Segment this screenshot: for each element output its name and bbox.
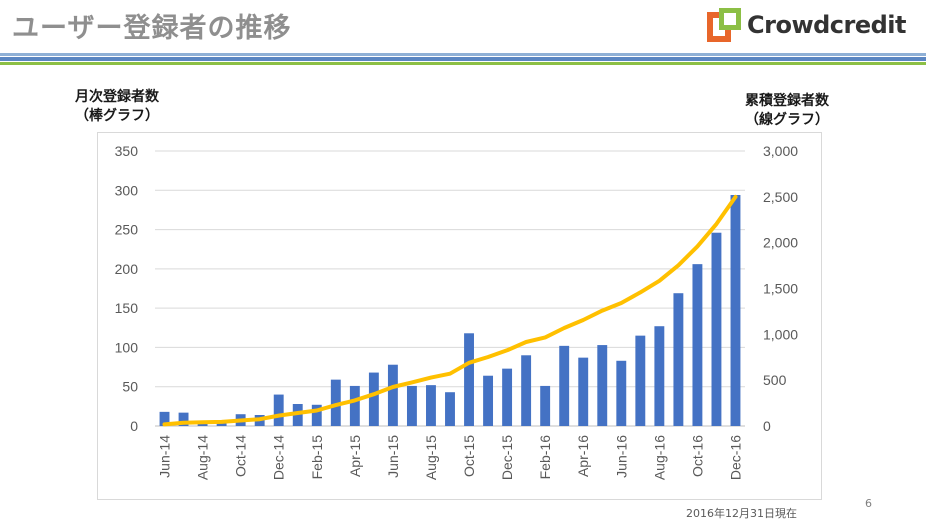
bar bbox=[616, 360, 627, 426]
x-axis-tick-label: Feb-15 bbox=[309, 435, 325, 480]
x-axis-tick-label: Dec-16 bbox=[727, 435, 743, 480]
bar bbox=[387, 364, 398, 426]
header-band-top bbox=[0, 53, 926, 56]
bar bbox=[521, 355, 532, 426]
x-axis-tick-label: Dec-15 bbox=[499, 435, 515, 480]
x-axis-tick-label: Apr-15 bbox=[347, 435, 363, 477]
page-number: 6 bbox=[865, 497, 872, 510]
x-axis-tick-label: Apr-16 bbox=[575, 435, 591, 477]
x-axis-tick-label: Oct-14 bbox=[233, 435, 249, 477]
bar bbox=[159, 411, 170, 426]
bar bbox=[692, 264, 703, 426]
bar bbox=[349, 385, 360, 426]
x-axis-tick-label: Oct-16 bbox=[689, 435, 705, 477]
bar bbox=[673, 293, 684, 426]
right-axis-tick-label: 0 bbox=[763, 418, 771, 434]
right-axis-tick-label: 2,500 bbox=[763, 189, 798, 205]
x-axis-tick-label: Jun-15 bbox=[385, 435, 401, 478]
bar bbox=[216, 422, 227, 426]
bar bbox=[502, 368, 513, 426]
left-axis-tick-label: 150 bbox=[115, 300, 139, 316]
x-axis-tick-label: Jun-14 bbox=[157, 435, 173, 478]
bar bbox=[578, 357, 589, 426]
right-axis-title-line2: （線グラフ） bbox=[745, 112, 829, 128]
header-band-middle bbox=[0, 57, 926, 61]
left-axis-tick-label: 0 bbox=[130, 418, 138, 434]
right-axis-title: 累積登録者数 （線グラフ） bbox=[712, 92, 862, 130]
bar-series bbox=[159, 195, 741, 426]
right-axis-tick-label: 2,000 bbox=[763, 235, 798, 251]
bar bbox=[483, 375, 494, 426]
x-axis-tick-label: Aug-14 bbox=[195, 435, 211, 480]
bar bbox=[368, 372, 379, 426]
cumulative-line bbox=[162, 194, 738, 427]
right-axis-title-line1: 累積登録者数 bbox=[745, 93, 829, 109]
crowdcredit-logo: Crowdcredit bbox=[705, 8, 920, 48]
axis-labels: 0 50 100 150 200 250 300 350 0 500 1,000 1,500 2,000… bbox=[115, 143, 799, 480]
line-series bbox=[162, 194, 738, 427]
left-axis-title-line2: （棒グラフ） bbox=[75, 108, 159, 124]
x-axis-tick-label: Feb-16 bbox=[537, 435, 553, 480]
chart-svg: 0 50 100 150 200 250 300 350 0 500 1,000 1,500 2,000… bbox=[115, 143, 799, 480]
bar bbox=[445, 392, 455, 426]
left-axis-tick-label: 300 bbox=[115, 182, 139, 198]
bar bbox=[406, 385, 417, 426]
left-axis-tick-label: 200 bbox=[115, 261, 139, 277]
right-axis-tick-label: 3,000 bbox=[763, 143, 798, 159]
header-band-bottom bbox=[0, 62, 926, 65]
left-axis-tick-label: 350 bbox=[115, 143, 139, 159]
bar bbox=[464, 333, 474, 426]
bar bbox=[711, 232, 722, 426]
left-axis-tick-label: 100 bbox=[115, 339, 139, 355]
left-axis-tick-label: 250 bbox=[115, 222, 139, 238]
left-axis-tick-label: 50 bbox=[122, 379, 138, 395]
x-axis-tick-label: Aug-15 bbox=[423, 435, 439, 480]
bar bbox=[597, 345, 608, 426]
right-axis-tick-label: 500 bbox=[763, 372, 787, 388]
bar bbox=[178, 412, 189, 426]
x-axis-tick-label: Dec-14 bbox=[271, 435, 287, 480]
x-axis-tick-label: Jun-16 bbox=[613, 435, 629, 478]
logo-mark-icon bbox=[707, 8, 741, 42]
x-axis-tick-label: Oct-15 bbox=[461, 435, 477, 477]
logo-text: Crowdcredit bbox=[747, 11, 907, 39]
page-title: ユーザー登録者の推移 bbox=[12, 13, 292, 44]
bar bbox=[311, 404, 322, 426]
bar bbox=[330, 379, 341, 426]
x-axis-tick-label: Aug-16 bbox=[651, 435, 667, 480]
chart-area: 0 50 100 150 200 250 300 350 0 500 1,000 1,500 2,000… bbox=[97, 132, 822, 500]
bar bbox=[559, 345, 570, 426]
bar bbox=[730, 195, 741, 426]
right-axis-tick-label: 1,000 bbox=[763, 326, 798, 342]
bar bbox=[654, 326, 665, 426]
bar bbox=[273, 394, 284, 426]
as-of-date: 2016年12月31日現在 bbox=[686, 507, 797, 520]
bar bbox=[540, 385, 551, 426]
right-axis-tick-label: 1,500 bbox=[763, 281, 798, 297]
bar bbox=[426, 385, 436, 426]
left-axis-title: 月次登録者数 （棒グラフ） bbox=[42, 88, 192, 126]
gridlines bbox=[155, 150, 745, 427]
bar bbox=[635, 335, 646, 426]
left-axis-title-line1: 月次登録者数 bbox=[75, 89, 159, 105]
